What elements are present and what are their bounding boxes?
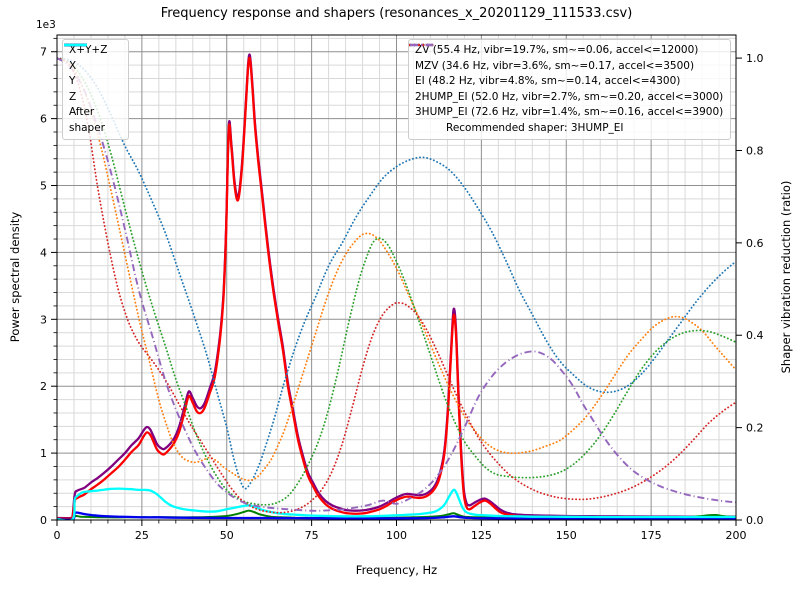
y-right-tick-label: 1.0 [746, 52, 764, 65]
y-left-tick-label: 0 [40, 514, 47, 527]
y-left-tick-label: 3 [40, 313, 47, 326]
y-right-tick-label: 0.8 [746, 144, 764, 157]
legend-item-label: 3HUMP_EI (72.6 Hz, vibr=1.4%, sm~=0.16, … [415, 106, 724, 118]
y-axis-offset-label: 1e3 [36, 19, 56, 31]
legend-item-label: X+Y+Z [69, 44, 108, 56]
y-left-tick-label: 2 [40, 380, 47, 393]
x-tick-label: 175 [641, 529, 662, 542]
x-tick-label: 150 [556, 529, 577, 542]
shaper-legend: ZV (55.4 Hz, vibr=19.7%, sm~=0.06, accel… [408, 39, 732, 140]
y-right-axis-label: Shaper vibration reduction (ratio) [779, 180, 793, 374]
legend-item: Y [64, 43, 121, 90]
y-right-tick-label: 0.6 [746, 237, 764, 250]
series-3hump-ei [57, 57, 736, 512]
series-group [57, 53, 736, 520]
legend-item-label: After shaper [69, 106, 106, 134]
x-tick-label: 125 [471, 529, 492, 542]
x-tick-label: 100 [386, 529, 407, 542]
y-left-tick-label: 7 [40, 46, 47, 59]
legend-item: 2HUMP_EI (52.0 Hz, vibr=2.7%, sm~=0.20, … [409, 43, 724, 106]
legend-item-label: EI (48.2 Hz, vibr=4.8%, sm~=0.14, accel<… [415, 75, 681, 87]
psd-legend: X+Y+Z X Y Z After shaper [62, 39, 129, 140]
legend-item: MZV (34.6 Hz, vibr=3.6%, sm~=0.17, accel… [409, 43, 723, 75]
series-ei [57, 57, 736, 506]
legend-line-icon [410, 43, 433, 47]
series-x [57, 56, 736, 520]
y-left-tick-label: 5 [40, 180, 47, 193]
chart-title: Frequency response and shapers (resonanc… [160, 6, 633, 21]
y-right-tick-label: 0.2 [746, 422, 764, 435]
y-left-tick-label: 6 [40, 113, 47, 126]
y-right-tick-label: 0.0 [746, 514, 764, 527]
recommended-shaper-note: Recommended shaper: 3HUMP_EI [446, 121, 624, 134]
x-tick-label: 0 [54, 529, 61, 542]
x-tick-label: 75 [305, 529, 319, 542]
legend-item: After shaper [64, 43, 121, 136]
legend-item-label: Y [69, 75, 76, 87]
y-left-tick-label: 1 [40, 447, 47, 460]
legend-item: ZV (55.4 Hz, vibr=19.7%, sm~=0.06, accel… [409, 43, 723, 59]
series-2hump-ei [57, 57, 736, 514]
legend-item-label: MZV (34.6 Hz, vibr=3.6%, sm~=0.17, accel… [415, 59, 695, 72]
series-z [57, 511, 736, 520]
series-zv [57, 57, 736, 490]
legend-item-label: 2HUMP_EI (52.0 Hz, vibr=2.7%, sm~=0.20, … [415, 90, 724, 103]
legend-item-label: ZV (55.4 Hz, vibr=19.7%, sm~=0.06, accel… [415, 44, 699, 56]
x-tick-label: 50 [220, 529, 234, 542]
legend-item-label: Z [69, 90, 77, 103]
y-left-tick-label: 4 [40, 246, 47, 259]
x-axis-label: Frequency, Hz [355, 563, 438, 577]
legend-item-label: X [69, 59, 77, 72]
legend-item: 3HUMP_EI (72.6 Hz, vibr=1.4%, sm~=0.16, … [410, 43, 724, 121]
series-mzv [57, 57, 736, 482]
legend-item: EI (48.2 Hz, vibr=4.8%, sm~=0.14, accel<… [409, 43, 723, 90]
legend-line-icon [64, 43, 87, 47]
y-left-axis-label: Power spectral density [8, 211, 22, 343]
x-tick-label: 200 [726, 529, 747, 542]
y-right-tick-label: 0.4 [746, 329, 764, 342]
legend-item: X [64, 43, 121, 75]
x-tick-label: 25 [135, 529, 149, 542]
legend-item: Z [64, 43, 121, 106]
